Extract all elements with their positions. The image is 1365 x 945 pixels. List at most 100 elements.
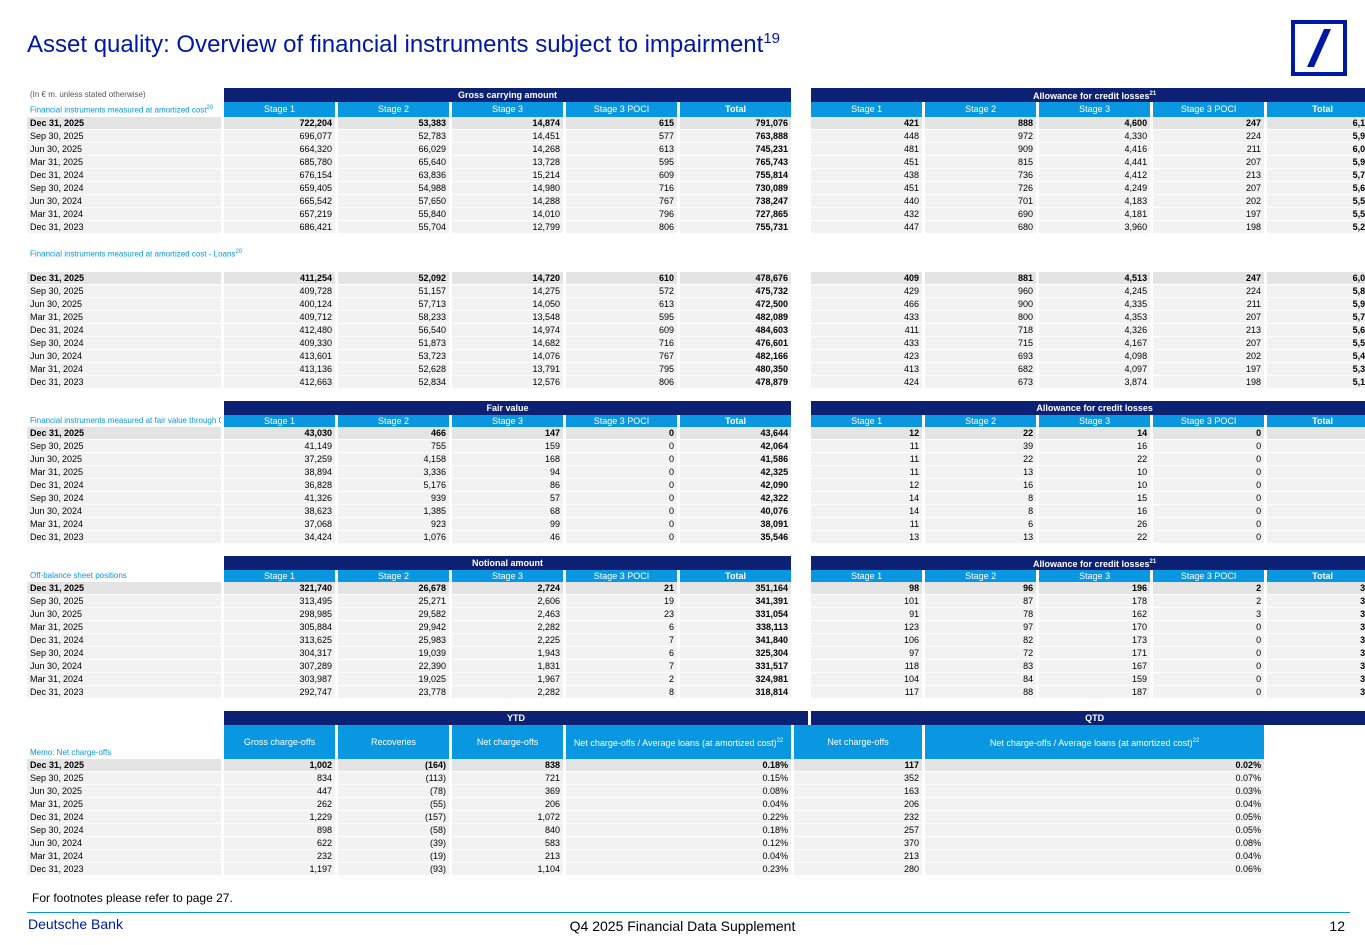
value-cell: 0.05% (922, 824, 1265, 838)
value-cell: 0 (1150, 453, 1265, 467)
table-row: Jun 30, 2025 37,259 4,158 168 0 41,586 11 22 22 0… (27, 453, 1365, 467)
memo-col-label: Net charge-offs (827, 736, 889, 747)
table-row: Mar 31, 2024 303,987 19,025 1,967 2 324,981 10… (27, 673, 1365, 687)
stage-col-header: Stage 2 (335, 102, 450, 117)
value-cell: 65,640 (335, 155, 450, 169)
stage-col-header: Stage 3 POCI (563, 415, 678, 428)
table-row: Sep 30, 2025 834 (113) 721 0.15% 352 0.07% (27, 772, 1365, 786)
value-cell: 187 (1036, 686, 1151, 700)
value-cell: 16 (1036, 505, 1151, 519)
value-cell: 57 (449, 492, 564, 506)
gap (791, 363, 808, 377)
value-cell: (55) (335, 798, 450, 812)
value-cell: 3 (1150, 608, 1265, 622)
gap (791, 673, 808, 687)
stage-col-header: Stage 1 (808, 102, 923, 117)
value-cell: 26 (1036, 518, 1151, 532)
value-cell: 765,743 (677, 155, 792, 169)
value-cell: 960 (922, 285, 1037, 299)
value-cell: 211 (1150, 142, 1265, 156)
value-cell: 0.04% (563, 798, 792, 812)
value-cell: 466 (335, 427, 450, 441)
value-cell: 202 (1150, 194, 1265, 208)
row-date: Jun 30, 2024 (27, 837, 222, 851)
value-cell: 0 (1150, 660, 1265, 674)
value-cell: 66,029 (335, 142, 450, 156)
value-cell: 3,874 (1036, 376, 1151, 390)
spacer-row (27, 260, 1365, 272)
spacer-row (27, 544, 1365, 556)
value-cell: 466 (808, 298, 923, 312)
value-cell: 795 (563, 363, 678, 377)
value-cell: 224 (1150, 129, 1265, 143)
value-cell: 213 (1150, 168, 1265, 182)
stage-col-header: Stage 1 (808, 415, 923, 428)
value-cell: 6,049 (1264, 272, 1365, 286)
memo-label: Memo: Net charge-offs (30, 748, 112, 758)
row-date: Sep 30, 2024 (27, 492, 222, 506)
value-cell: 304,317 (221, 647, 336, 661)
value-cell: 0.06% (922, 863, 1265, 877)
value-cell: 5,912 (1264, 298, 1365, 312)
group-header-row: Notional amount Allowance for credit loss… (27, 556, 1365, 571)
stage-col-header: Stage 2 (922, 570, 1037, 583)
stage-col-header: Stage 3 POCI (1150, 102, 1265, 117)
value-cell: (78) (335, 785, 450, 799)
gap (791, 285, 808, 299)
row-date: Jun 30, 2024 (27, 350, 222, 364)
value-cell: 369 (449, 785, 564, 799)
value-cell: 341,840 (677, 634, 792, 648)
row-date: Jun 30, 2025 (27, 785, 222, 799)
table-row: Dec 31, 2023 686,421 55,704 12,799 806 755,73… (27, 220, 1365, 234)
value-cell: 900 (922, 298, 1037, 312)
value-cell: 15,214 (449, 168, 564, 182)
stage-col-header: Stage 3 POCI (563, 570, 678, 583)
value-cell: 14,874 (449, 116, 564, 130)
value-cell: 14 (1036, 427, 1151, 441)
value-cell: 43 (1264, 518, 1365, 532)
value-cell: 38,894 (221, 466, 336, 480)
value-cell: 480,350 (677, 363, 792, 377)
value-cell: 721 (449, 772, 564, 786)
gap (791, 608, 808, 622)
value-cell: 331,517 (677, 660, 792, 674)
value-cell: 413,136 (221, 363, 336, 377)
value-cell: 393 (1264, 582, 1365, 596)
value-cell: 162 (1036, 608, 1151, 622)
value-cell: 0 (1150, 479, 1265, 493)
value-cell: 94 (449, 466, 564, 480)
value-cell: 173 (1036, 634, 1151, 648)
value-cell: 97 (922, 621, 1037, 635)
row-date: Jun 30, 2025 (27, 608, 222, 622)
value-cell: 615 (563, 116, 678, 130)
value-cell: 1,197 (221, 863, 336, 877)
stage-col-header: Stage 1 (221, 102, 336, 117)
value-cell: 2 (563, 673, 678, 687)
impairment-table: (In € m. unless stated otherwise) Gross c… (27, 88, 1365, 877)
value-cell: 0.04% (563, 850, 792, 864)
value-cell: 409,330 (221, 337, 336, 351)
value-cell: 0.04% (922, 850, 1265, 864)
value-cell: 0.04% (922, 798, 1265, 812)
value-cell: 196 (1036, 582, 1151, 596)
row-date: Dec 31, 2023 (27, 686, 222, 700)
value-cell: 97 (808, 647, 923, 661)
value-cell: 42,325 (677, 466, 792, 480)
gap (791, 440, 808, 454)
value-cell: 51,873 (335, 337, 450, 351)
value-cell: 909 (922, 142, 1037, 156)
memo-col-label: Gross charge-offs (243, 736, 316, 747)
value-cell: 478,879 (677, 376, 792, 390)
value-cell: 38,623 (221, 505, 336, 519)
memo-col-label: Net charge-offs / Average loans (at amor… (989, 737, 1193, 748)
value-cell: 5,915 (1264, 155, 1365, 169)
value-cell: 1,104 (449, 863, 564, 877)
value-cell: 0.02% (922, 759, 1265, 773)
stage-col-header: Total (677, 102, 792, 117)
value-cell: 197 (1150, 207, 1265, 221)
memo-col-label: Net charge-offs (476, 736, 539, 747)
row-date: Mar 31, 2025 (27, 311, 222, 325)
value-cell: 595 (563, 155, 678, 169)
right-group-label: Allowance for credit losses (1036, 403, 1153, 414)
section-label-text: Financial instruments measured at amorti… (30, 249, 236, 259)
